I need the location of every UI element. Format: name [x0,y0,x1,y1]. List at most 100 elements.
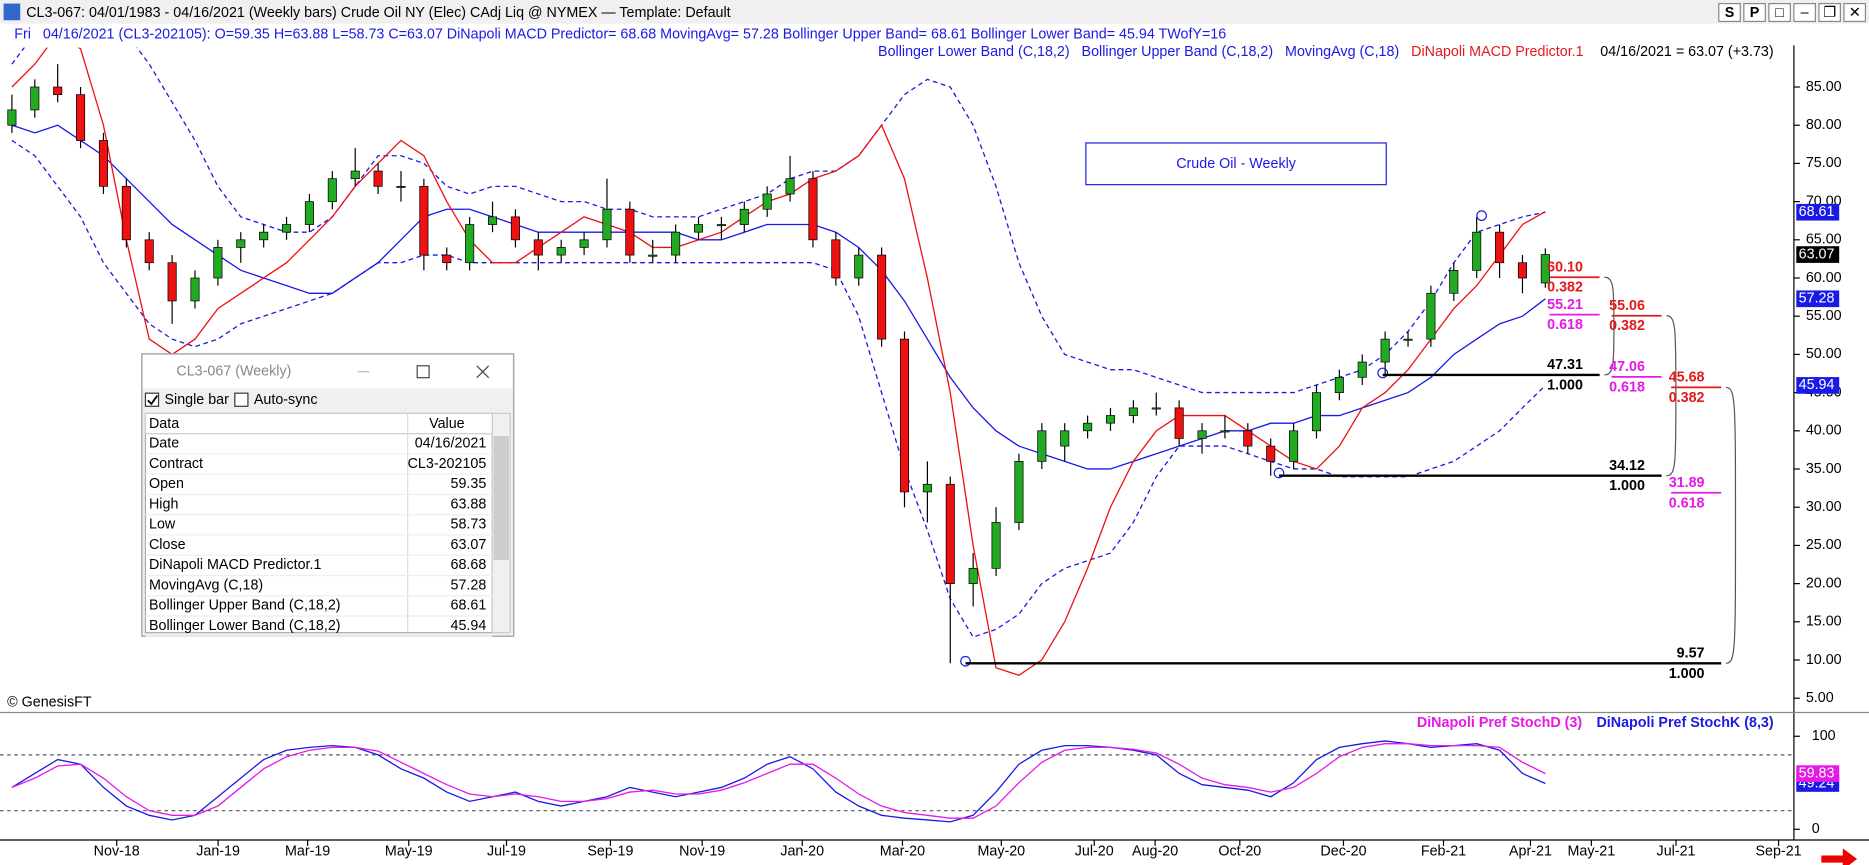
x-tick-label: Sep-19 [587,844,633,860]
candle-body [785,178,795,195]
window-button-label: P [1750,5,1760,21]
row-value: 63.88 [451,496,487,512]
x-tick-label: Oct-20 [1218,844,1261,860]
candle-body [648,254,658,257]
checkbox-label: Auto-sync [254,392,318,408]
stoch-legend: DiNapoli Pref StochD (3) [1417,715,1582,731]
info-line: 04/16/2021 (CL3-202105): O=59.35 H=63.88… [43,26,1226,42]
scroll-thumb[interactable] [493,436,509,560]
chart-title-box [1085,142,1387,186]
candle-body [899,338,910,493]
x-tick-label: May-20 [977,844,1025,860]
pivot-marker [960,655,971,667]
y-tick-label: 60.00 [1806,270,1842,286]
stoch-badge [1796,765,1840,782]
row-label: Contract [149,456,203,472]
candle-body [1220,430,1230,433]
candle-body [1128,407,1138,416]
price-badge-label: 68.61 [1799,204,1835,220]
candle-body [1311,392,1322,432]
row-label: Close [149,537,186,553]
window-control[interactable] [1818,2,1841,23]
candle-body [693,224,704,233]
window-button[interactable] [1743,2,1766,23]
data-window-title: CL3-067 (Weekly) [176,364,291,380]
window-close[interactable] [476,365,490,379]
fib-ratio: 0.382 [1547,280,1583,296]
y-tick-label: 40.00 [1806,423,1842,439]
y-tick-label: 65.00 [1806,232,1842,248]
window-control[interactable] [1843,2,1867,23]
candle-body [1540,254,1550,284]
data-window[interactable]: CL3-067 (Weekly) Single bar Auto-sync Data V… [141,353,515,637]
fib-bracket [1666,315,1677,477]
candle-body [7,109,17,126]
y-tick-label: 50.00 [1806,346,1842,362]
candle-body [808,178,818,241]
header-cell: Data [149,416,179,432]
y-tick-label: 55.00 [1806,308,1842,324]
fib-price: 60.10 [1547,259,1583,275]
window-button[interactable] [1718,2,1741,23]
x-tick-label: Nov-18 [94,844,140,860]
candle-body [1495,231,1505,264]
fib-price: 55.06 [1609,298,1645,314]
candle-body [1426,292,1436,340]
fib-ratio: 0.618 [1547,317,1583,333]
row-value: 45.94 [451,618,487,634]
window-control[interactable] [1768,2,1791,23]
window-button-label: S [1725,5,1735,21]
x-tick-label: Dec-20 [1320,844,1366,860]
window-control-glyph: ❐ [1823,5,1836,21]
checkbox[interactable] [144,392,160,407]
row-label: Low [149,517,176,533]
price-badge [1796,203,1840,221]
candle-body [1334,376,1344,393]
price-badge-label: 57.28 [1799,291,1835,307]
fib-price: 9.57 [1677,646,1705,662]
header-cell: Value [429,416,465,432]
window-maximize[interactable] [416,365,430,379]
candle-body [373,170,383,187]
legend-item: MovingAvg (C,18) [1285,44,1399,60]
row-value: CL3-202105 [408,456,487,472]
x-tick-label: Jul-20 [1075,844,1114,860]
candle-body [739,208,749,225]
candle-body [121,185,131,241]
stoch-plot [11,740,1546,823]
candle-body [854,254,864,279]
checkbox-label: Single bar [164,392,229,408]
x-tick-label: Apr-21 [1509,844,1552,860]
candle-body [1403,338,1413,341]
window-control-glyph: ✕ [1849,5,1861,21]
fib-ratio: 1.000 [1609,478,1645,494]
table-header-bg [144,412,493,435]
candle-body [190,277,200,302]
candle-body [1060,430,1070,447]
candle-body [671,231,681,256]
checkbox[interactable] [234,392,249,407]
fib-ratio: 0.382 [1609,318,1645,334]
stoch-line [11,740,1546,823]
x-tick-label: Sep-21 [1756,844,1802,860]
y-tick-label: 30.00 [1806,499,1842,515]
indicator-line [11,124,1546,470]
candle-body [488,216,498,225]
candle-body [419,185,429,256]
window-control[interactable] [1793,2,1816,23]
candle-body [602,208,612,241]
x-tick-label: May-19 [385,844,433,860]
candle-body [510,216,520,241]
y-tick-label: 80.00 [1806,117,1842,133]
fib-price: 47.06 [1609,359,1645,375]
candle-body [1289,430,1299,462]
scroll-arrow[interactable] [1821,848,1858,865]
candle-body [1083,422,1093,432]
candle-body [442,254,452,264]
candle-body [625,208,635,256]
row-value: 04/16/2021 [415,436,487,452]
stoch-badge-label: 59.83 [1799,765,1835,781]
row-label: DiNapoli MACD Predictor.1 [149,557,321,573]
